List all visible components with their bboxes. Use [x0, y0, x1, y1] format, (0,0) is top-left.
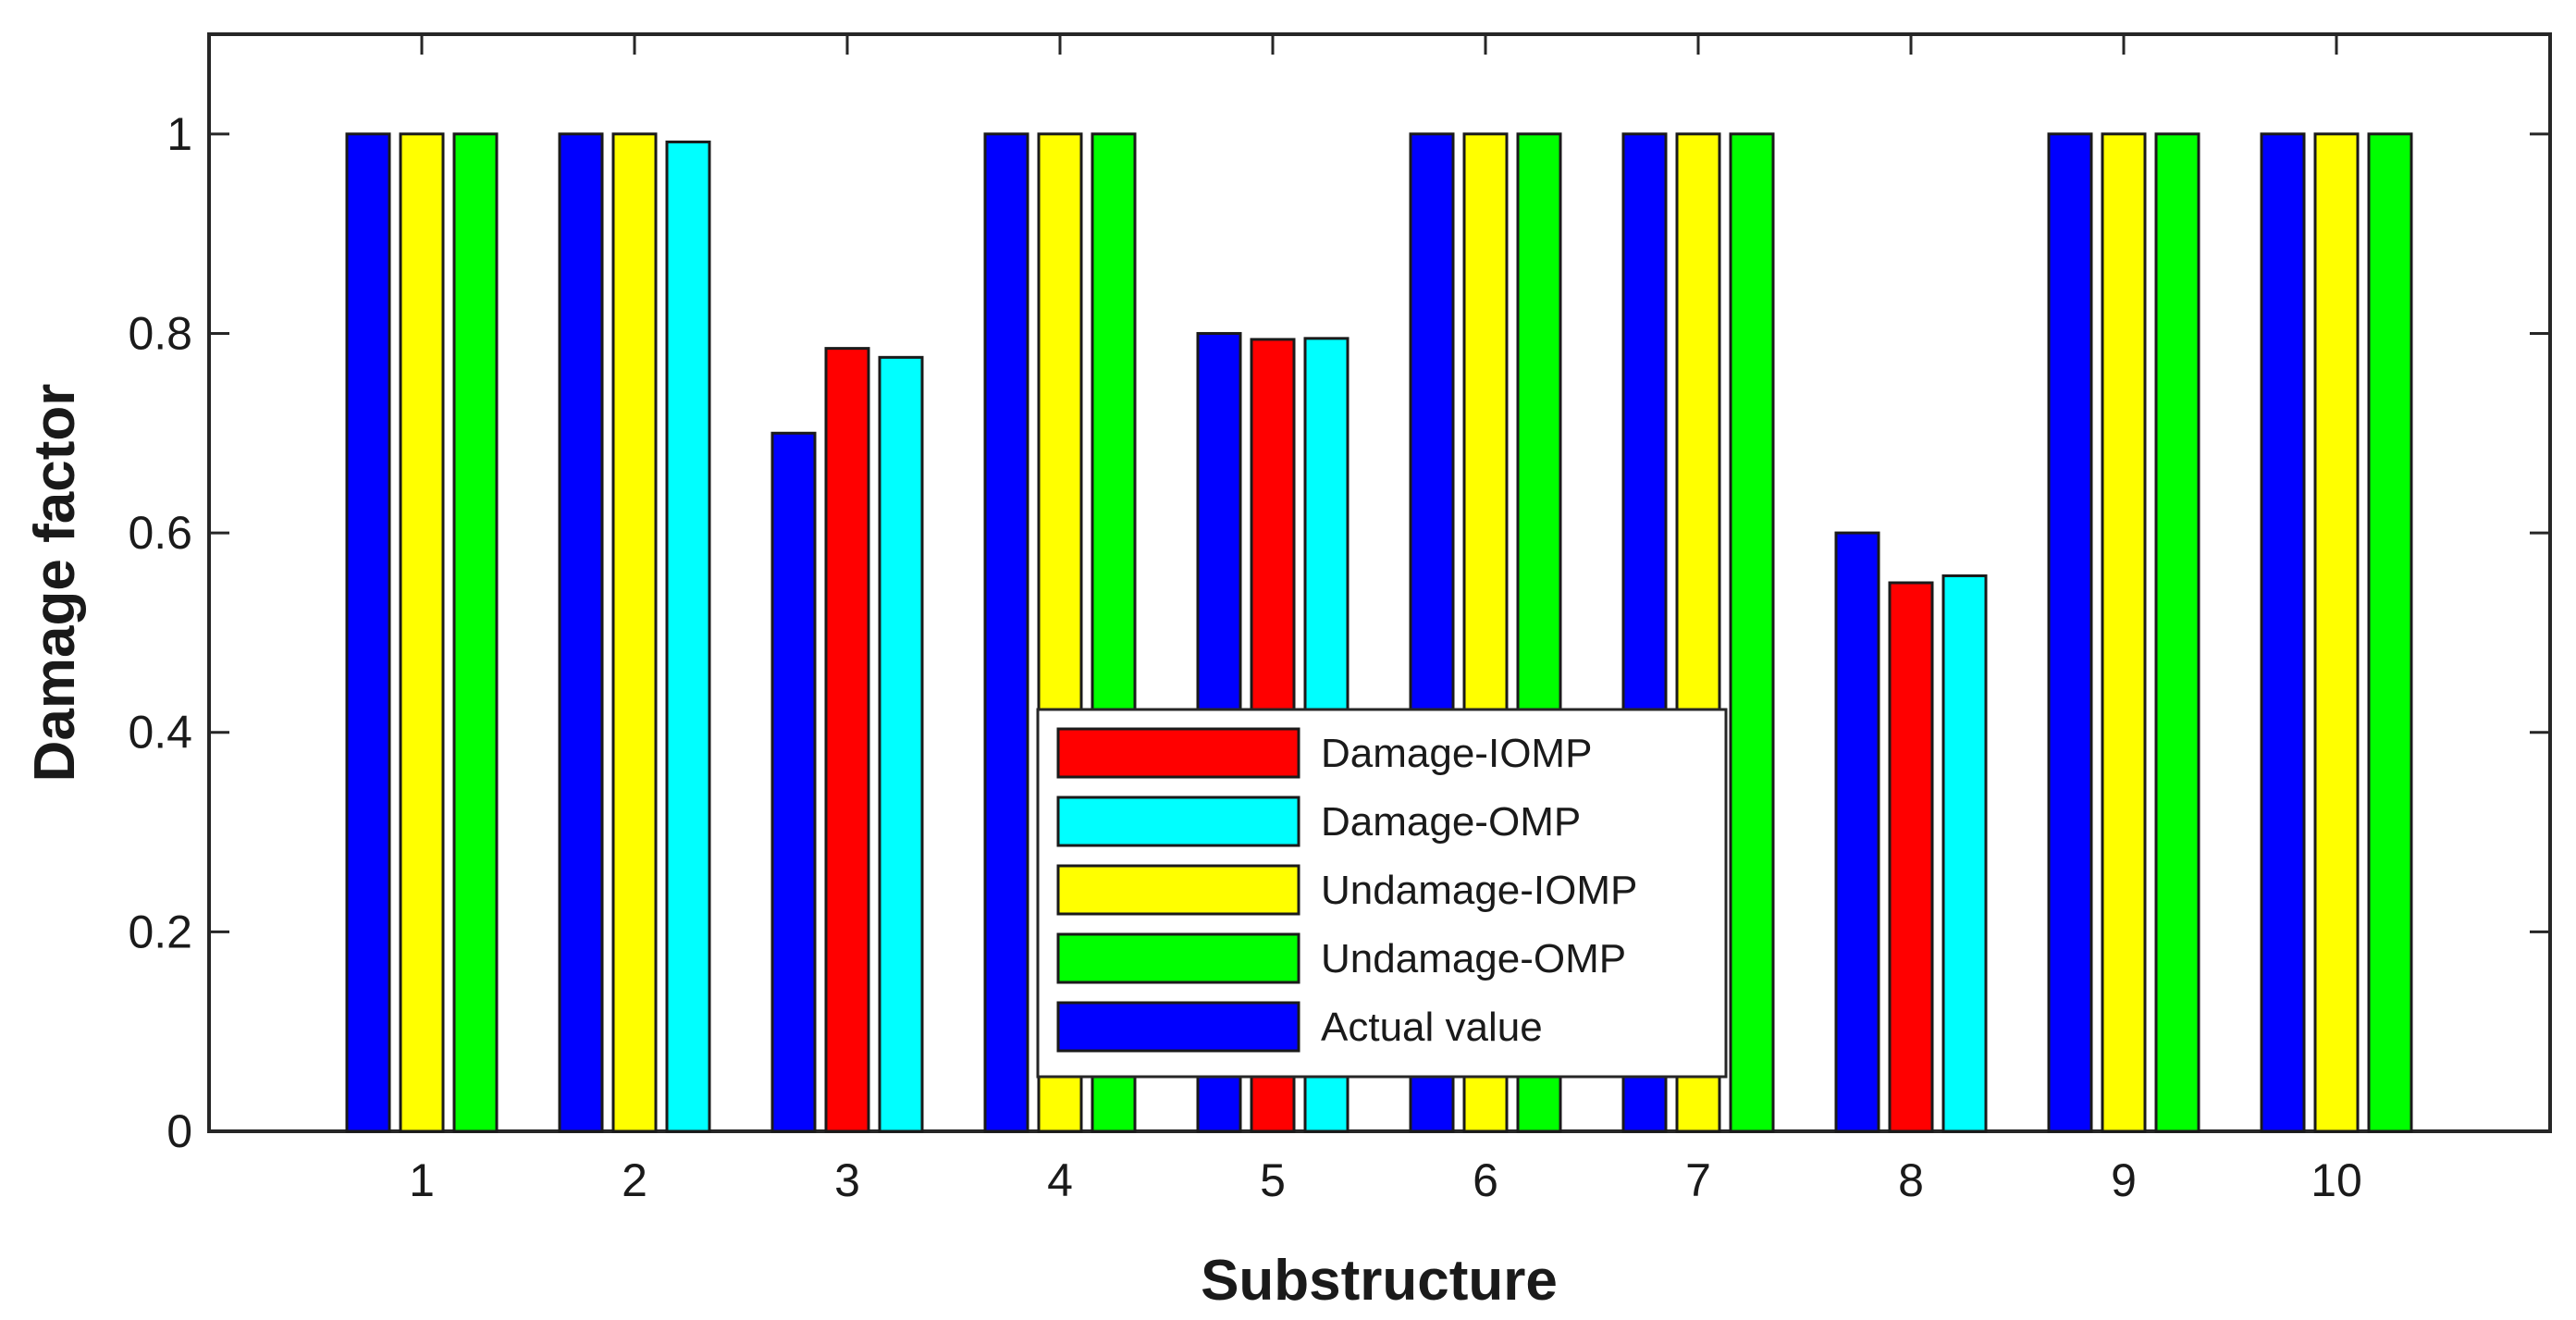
- legend-label: Undamage-IOMP: [1321, 868, 1637, 913]
- legend-swatch: [1056, 796, 1300, 847]
- bar-undamage-iomp: [2313, 132, 2360, 1133]
- legend-swatch: [1056, 864, 1300, 916]
- x-tick-label: 5: [1260, 1154, 1286, 1206]
- x-tick-label: 1: [409, 1154, 435, 1206]
- legend-swatch: [1056, 1001, 1300, 1053]
- y-tick-label: 0.8: [128, 307, 192, 359]
- bar-undamage-omp: [2154, 132, 2200, 1133]
- bar-actual-value: [345, 132, 391, 1133]
- legend-swatch: [1056, 932, 1300, 984]
- x-tick-label: 7: [1685, 1154, 1711, 1206]
- x-tick-label: 3: [834, 1154, 860, 1206]
- y-tick-label: 0.4: [128, 707, 192, 759]
- bar-undamage-iomp: [2101, 132, 2147, 1133]
- bar-damage-omp: [665, 140, 711, 1133]
- legend-label: Undamage-OMP: [1321, 936, 1626, 981]
- bar-actual-value: [770, 431, 817, 1133]
- x-tick-label: 8: [1898, 1154, 1924, 1206]
- bar-damage-iomp: [1888, 581, 1934, 1133]
- y-axis-title: Damage factor: [23, 384, 87, 783]
- bar-undamage-iomp: [611, 132, 658, 1133]
- bar-actual-value: [983, 132, 1029, 1133]
- bar-damage-omp: [1941, 574, 1988, 1133]
- y-tick-label: 0.2: [128, 906, 192, 957]
- bar-actual-value: [558, 132, 604, 1133]
- x-axis-title: Substructure: [1201, 1249, 1558, 1313]
- x-tick-label: 2: [622, 1154, 647, 1206]
- bar-undamage-omp: [452, 132, 499, 1133]
- x-tick-label: 6: [1473, 1154, 1498, 1206]
- y-tick-label: 0.6: [128, 507, 192, 559]
- bar-undamage-omp: [2367, 132, 2413, 1133]
- legend-label: Damage-OMP: [1321, 799, 1581, 845]
- bar-damage-omp: [878, 355, 924, 1133]
- bar-actual-value: [2260, 132, 2306, 1133]
- bar-undamage-iomp: [399, 132, 445, 1133]
- legend-label: Actual value: [1321, 1005, 1543, 1050]
- bar-damage-iomp: [824, 347, 870, 1133]
- legend-swatch: [1056, 727, 1300, 779]
- x-tick-label: 9: [2111, 1154, 2137, 1206]
- x-tick-label: 10: [2311, 1154, 2362, 1206]
- y-axis: 0 0.2 0.4 0.6 0.8 1: [128, 108, 2550, 1157]
- legend: Damage-IOMP Damage-OMP Undamage-IOMP Undama…: [1036, 708, 1728, 1079]
- legend-label: Damage-IOMP: [1321, 731, 1592, 776]
- x-tick-label: 4: [1047, 1154, 1073, 1206]
- bar-undamage-omp: [1729, 132, 1775, 1133]
- bar-actual-value: [2047, 132, 2093, 1133]
- y-tick-label: 1: [166, 108, 192, 160]
- bar-actual-value: [1834, 531, 1880, 1133]
- y-tick-label: 0: [166, 1105, 192, 1157]
